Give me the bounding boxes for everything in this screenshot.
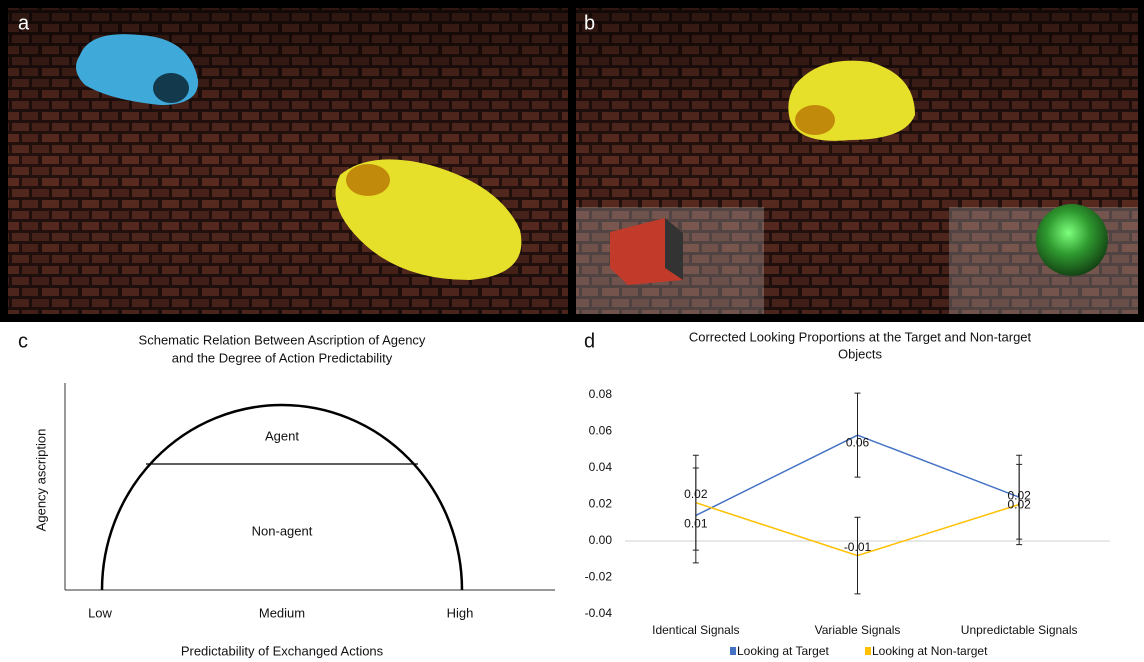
legend-swatch <box>865 647 871 655</box>
panel-label: c <box>18 330 28 352</box>
x-axis-label: Predictability of Exchanged Actions <box>181 643 384 658</box>
data-label: -0.01 <box>844 540 872 554</box>
chart-title: Corrected Looking Proportions at the Tar… <box>689 329 1032 344</box>
y-tick-label: 0.04 <box>589 460 613 474</box>
data-label: 0.02 <box>1007 489 1031 503</box>
y-tick-label: -0.04 <box>585 606 613 620</box>
y-tick-label: -0.02 <box>585 570 613 584</box>
legend-label: Looking at Target <box>737 644 830 658</box>
y-tick-label: 0.00 <box>589 533 613 547</box>
schematic-title: Schematic Relation Between Ascription of… <box>139 332 426 347</box>
line-chart: Corrected Looking Proportions at the Tar… <box>585 329 1110 658</box>
panel-label: d <box>584 330 595 352</box>
legend-label: Looking at Non-target <box>872 644 988 658</box>
y-tick-label: 0.06 <box>589 424 613 438</box>
x-tick-label: Variable Signals <box>815 623 901 637</box>
panel-label: a <box>18 12 30 34</box>
schematic-title: and the Degree of Action Predictability <box>172 350 393 365</box>
panel-a-image <box>8 8 568 314</box>
y-tick-label: 0.08 <box>589 387 613 401</box>
x-tick-label: Identical Signals <box>652 623 739 637</box>
chart-title: Objects <box>838 346 883 361</box>
region-label: Agent <box>265 428 299 443</box>
x-category: Low <box>88 605 112 620</box>
data-label: 0.06 <box>846 435 870 449</box>
x-tick-label: Unpredictable Signals <box>961 623 1078 637</box>
y-tick-label: 0.02 <box>589 497 613 511</box>
region-label: Non-agent <box>252 523 313 538</box>
panel-b-image <box>576 8 1138 314</box>
figure: a b c d Schematic Relation Between Ascri… <box>0 0 1144 662</box>
x-category: High <box>447 605 474 620</box>
data-label: 0.02 <box>684 487 708 501</box>
legend-swatch <box>730 647 736 655</box>
y-axis-label: Agency ascription <box>33 429 48 532</box>
panel-label: b <box>584 12 595 34</box>
x-category: Medium <box>259 605 305 620</box>
schematic: Schematic Relation Between Ascription of… <box>33 332 555 658</box>
